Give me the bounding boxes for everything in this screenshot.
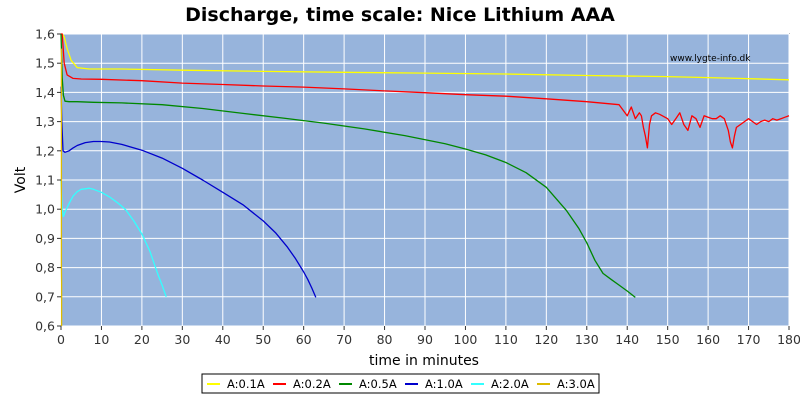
x-tick-label: 130 xyxy=(575,332,599,347)
y-tick-label: 1,4 xyxy=(35,85,55,100)
x-tick-label: 90 xyxy=(417,332,433,347)
y-tick-label: 0,9 xyxy=(35,231,55,246)
watermark-text: www.lygte-info.dk xyxy=(670,54,751,64)
x-tick-label: 100 xyxy=(454,332,478,347)
series-line xyxy=(60,86,317,298)
legend-entry: A:2.0A xyxy=(491,377,529,391)
x-tick-label: 40 xyxy=(215,332,231,347)
y-tick-label: 0,6 xyxy=(35,319,55,334)
legend-entry: A:0.1A xyxy=(227,377,265,391)
chart-title: Discharge, time scale: Nice Lithium AAA xyxy=(185,4,615,26)
x-tick-label: 0 xyxy=(57,332,65,347)
legend-entry: A:3.0A xyxy=(557,377,595,391)
x-tick-label: 140 xyxy=(615,332,639,347)
y-tick-label: 1,1 xyxy=(35,173,55,188)
x-tick-label: 60 xyxy=(296,332,312,347)
x-axis-label: time in minutes xyxy=(369,353,479,369)
x-tick-label: 120 xyxy=(534,332,558,347)
x-tick-label: 180 xyxy=(777,332,800,347)
y-axis-ticks: 0,6 0,7 0,8 0,9 1,0 1,1 1,2 1,3 1,4 1,5 1,6 xyxy=(35,27,61,334)
y-tick-label: 1,6 xyxy=(35,27,55,42)
legend-box xyxy=(201,373,600,394)
legend-entry: A:0.5A xyxy=(359,377,397,391)
legend-entry: A:0.2A xyxy=(293,377,331,391)
series-line xyxy=(60,33,636,298)
x-tick-label: 80 xyxy=(377,332,393,347)
y-tick-label: 1,3 xyxy=(35,114,55,129)
x-tick-label: 50 xyxy=(255,332,271,347)
x-tick-label: 10 xyxy=(93,332,109,347)
x-axis-ticks: 0 10 20 30 40 50 60 70 80 90 100 110 120 130 140 150 160… xyxy=(57,326,800,347)
series-line xyxy=(61,33,790,81)
legend: A:0.1A A:0.2A A:0.5A A:1.0A A:2.0A A:3.0A xyxy=(201,373,600,394)
y-tick-label: 1,0 xyxy=(35,202,55,217)
y-axis-label: Volt xyxy=(13,166,29,193)
y-tick-label: 0,8 xyxy=(35,260,55,275)
x-tick-label: 160 xyxy=(696,332,720,347)
y-tick-label: 1,2 xyxy=(35,143,55,158)
series-line xyxy=(61,33,790,149)
x-tick-label: 30 xyxy=(174,332,190,347)
x-tick-label: 170 xyxy=(737,332,761,347)
legend-entry: A:1.0A xyxy=(425,377,463,391)
y-tick-label: 0,7 xyxy=(35,289,55,304)
x-tick-label: 110 xyxy=(494,332,518,347)
series-lines xyxy=(60,33,790,326)
x-tick-label: 20 xyxy=(134,332,150,347)
series-line xyxy=(60,179,167,298)
x-tick-label: 70 xyxy=(336,332,352,347)
y-tick-label: 1,5 xyxy=(35,56,55,71)
x-tick-label: 150 xyxy=(656,332,680,347)
